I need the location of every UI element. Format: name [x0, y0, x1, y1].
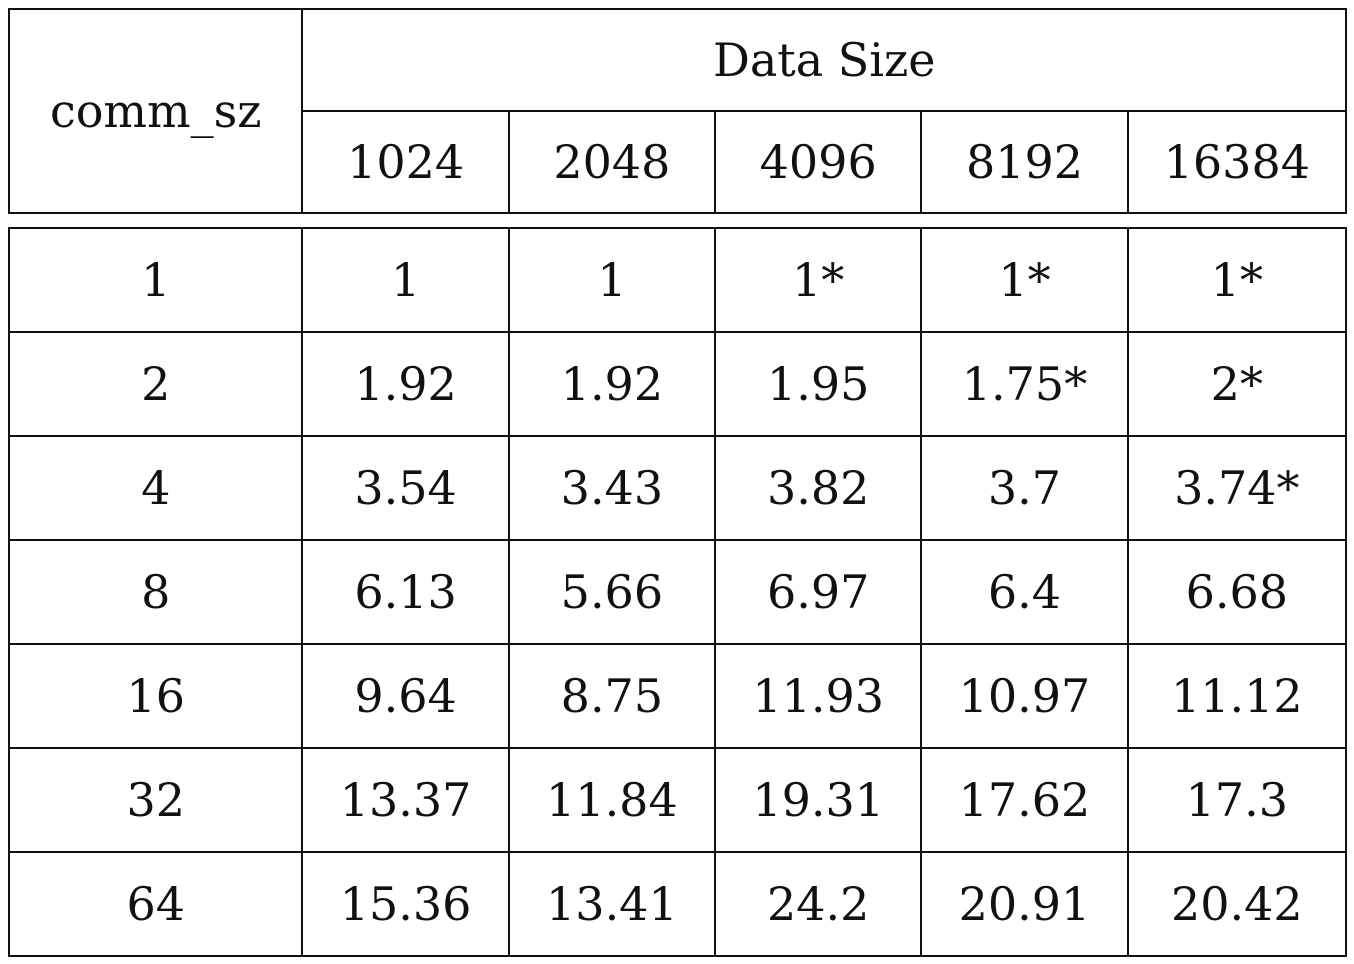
table-cell: 3.43	[507, 435, 717, 541]
table-cell: 3.82	[714, 435, 923, 541]
table-cell: 2*	[1126, 331, 1348, 437]
row-label: 4	[7, 435, 304, 541]
table-cell: 1*	[920, 227, 1129, 333]
table-cell: 24.2	[714, 851, 923, 957]
column-header: 8192	[920, 110, 1129, 214]
column-header: 4096	[714, 110, 923, 214]
table-cell: 9.64	[301, 643, 510, 749]
table-cell: 6.13	[301, 539, 510, 645]
table-cell: 13.41	[507, 851, 717, 957]
table-cell: 1*	[714, 227, 923, 333]
row-label: 8	[7, 539, 304, 645]
table-cell: 1	[507, 227, 717, 333]
table-cell: 11.12	[1126, 643, 1348, 749]
row-label: 2	[7, 331, 304, 437]
table-cell: 15.36	[301, 851, 510, 957]
table-row: 4 3.54 3.43 3.82 3.7 3.74*	[7, 435, 1348, 541]
row-label: 64	[7, 851, 304, 957]
table-cell: 5.66	[507, 539, 717, 645]
table-row: 64 15.36 13.41 24.2 20.91 20.42	[7, 851, 1348, 957]
table-cell: 3.7	[920, 435, 1129, 541]
table-cell: 11.93	[714, 643, 923, 749]
table-row: 16 9.64 8.75 11.93 10.97 11.12	[7, 643, 1348, 749]
table-row: 2 1.92 1.92 1.95 1.75* 2*	[7, 331, 1348, 437]
table-cell: 20.42	[1126, 851, 1348, 957]
column-header: 16384	[1126, 110, 1348, 214]
table-cell: 17.62	[920, 747, 1129, 853]
table-cell: 10.97	[920, 643, 1129, 749]
table-row: 1 1 1 1* 1* 1*	[7, 227, 1348, 333]
table-cell: 1.75*	[920, 331, 1129, 437]
row-label: 16	[7, 643, 304, 749]
table-cell: 6.4	[920, 539, 1129, 645]
table-row: 32 13.37 11.84 19.31 17.62 17.3	[7, 747, 1348, 853]
table-cell: 11.84	[507, 747, 717, 853]
table-cell: 1.92	[507, 331, 717, 437]
table-cell: 20.91	[920, 851, 1129, 957]
table-cell: 1.92	[301, 331, 510, 437]
column-header: 2048	[507, 110, 717, 214]
table-header: comm_sz Data Size 1024 2048 4096 8192 16…	[7, 8, 1348, 214]
table-cell: 3.74*	[1126, 435, 1348, 541]
table-cell: 3.54	[301, 435, 510, 541]
table-cell: 1	[301, 227, 510, 333]
row-label: 32	[7, 747, 304, 853]
table-cell: 1*	[1126, 227, 1348, 333]
table-cell: 19.31	[714, 747, 923, 853]
table-cell: 17.3	[1126, 747, 1348, 853]
table-body: 1 1 1 1* 1* 1* 2 1.92 1.92 1.95 1.75* 2* 4 3.54 3.43 3.…	[7, 227, 1348, 957]
table-cell: 6.68	[1126, 539, 1348, 645]
group-header-label: Data Size	[301, 8, 1347, 112]
column-header: 1024	[301, 110, 510, 214]
table-cell: 8.75	[507, 643, 717, 749]
row-header-label: comm_sz	[7, 8, 304, 214]
table-cell: 1.95	[714, 331, 923, 437]
table-row: 8 6.13 5.66 6.97 6.4 6.68	[7, 539, 1348, 645]
table-cell: 13.37	[301, 747, 510, 853]
row-label: 1	[7, 227, 304, 333]
table-cell: 6.97	[714, 539, 923, 645]
